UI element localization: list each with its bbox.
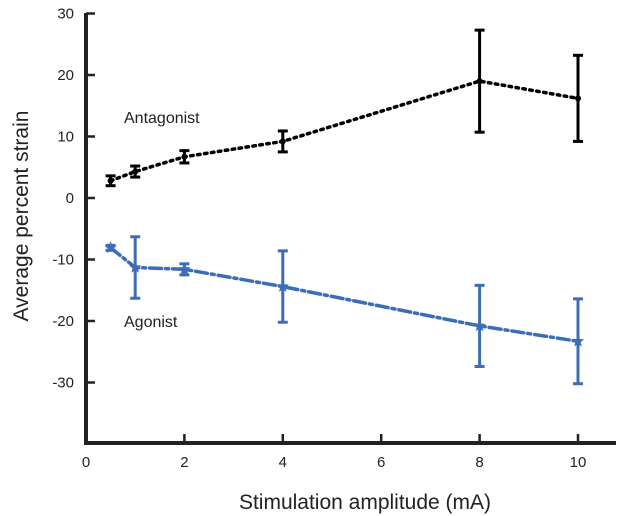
y-tick-label: 30 [57, 6, 74, 23]
data-point [104, 241, 117, 254]
x-tick-label: 6 [377, 454, 385, 471]
data-point [181, 153, 188, 160]
data-point [575, 95, 581, 102]
data-point [129, 261, 142, 273]
data-point [571, 334, 585, 347]
data-point [178, 262, 191, 275]
series-annotation: Antagonist [124, 110, 200, 127]
x-axis-title: Stimulation amplitude (mA) [239, 491, 491, 514]
data-point [276, 280, 289, 292]
series-1 [104, 235, 585, 386]
x-tick-label: 10 [570, 454, 587, 471]
data-point [476, 78, 483, 85]
series-annotation: Agonist [124, 314, 178, 331]
series-layer [104, 28, 585, 386]
axes: 30 20 10 0 -10 -20 -30 0 2 4 6 8 10 Stimulation ampli… [10, 6, 616, 514]
y-tick-label: 10 [57, 129, 74, 146]
y-tick-label: -30 [52, 375, 74, 392]
data-point [132, 168, 139, 175]
y-tick-label: -10 [52, 252, 74, 269]
x-tick-label: 0 [82, 454, 90, 471]
series-line [108, 79, 580, 183]
y-tick-label: -20 [52, 313, 74, 330]
x-tick-label: 8 [475, 454, 483, 471]
x-tick-label: 4 [279, 454, 287, 471]
data-point [473, 319, 486, 332]
labels-layer: Antagonist Agonist [124, 110, 200, 331]
data-point [107, 177, 114, 184]
series-line [108, 246, 580, 344]
y-tick-label: 20 [57, 67, 74, 84]
data-point [279, 138, 286, 145]
y-tick-label: 0 [66, 190, 74, 207]
y-axis-title: Average percent strain [10, 111, 33, 322]
x-tick-label: 2 [180, 454, 188, 471]
series-0 [105, 28, 583, 188]
